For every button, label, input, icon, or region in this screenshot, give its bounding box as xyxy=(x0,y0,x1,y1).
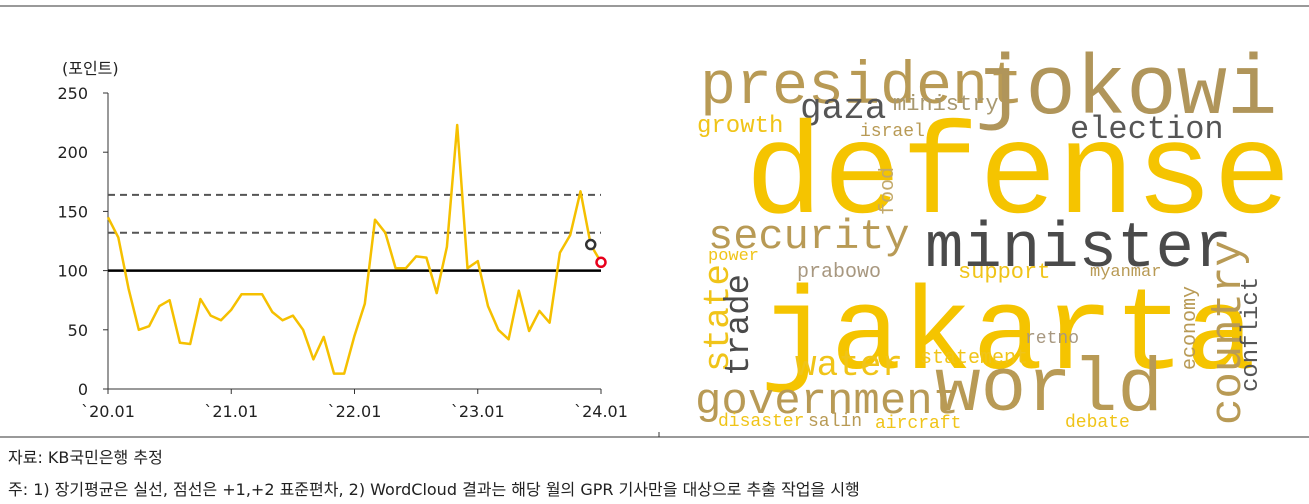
word: conflict xyxy=(1238,277,1265,392)
word: disaster xyxy=(718,412,804,432)
word: defense xyxy=(745,105,1291,252)
word: prabowo xyxy=(797,261,881,284)
word: power xyxy=(708,247,759,266)
highlight-point xyxy=(595,256,607,269)
word: salin xyxy=(808,412,862,432)
word: government xyxy=(695,377,959,427)
word: water xyxy=(795,345,903,386)
word: ministry xyxy=(893,92,999,117)
y-tick-label: 150 xyxy=(57,202,88,221)
word: president xyxy=(700,54,1024,122)
highlight-point xyxy=(584,238,597,251)
word: support xyxy=(958,260,1050,285)
y-axis-label: (포인트) xyxy=(62,59,119,78)
word: growth xyxy=(697,113,783,140)
word: gaza xyxy=(800,88,886,129)
word: security xyxy=(708,213,910,261)
word: trade xyxy=(721,274,759,376)
y-tick-label: 200 xyxy=(57,143,88,162)
word: myanmar xyxy=(1090,263,1161,282)
series-line xyxy=(106,123,603,375)
word: food xyxy=(877,167,900,215)
note: 주: 1) 장기평균은 실선, 점선은 +1,+2 표준편차, 2) WordC… xyxy=(8,480,860,499)
word: election xyxy=(1070,111,1224,148)
y-tick-label: 250 xyxy=(57,84,88,103)
word: jakarta xyxy=(760,271,1256,404)
y-tick-label: 0 xyxy=(78,380,88,399)
source: 자료: KB국민은행 추정 xyxy=(8,448,163,467)
word: jokowi xyxy=(975,44,1277,139)
word: world xyxy=(935,347,1163,433)
word: state xyxy=(698,264,739,372)
word: aircraft xyxy=(875,414,961,434)
x-tick-label: `20.01 xyxy=(81,402,135,421)
word: statement xyxy=(920,347,1028,370)
y-tick-label: 50 xyxy=(68,321,88,340)
word: economy xyxy=(1179,286,1202,370)
x-tick-label: `24.01 xyxy=(574,402,628,421)
word: israel xyxy=(860,122,925,142)
x-tick-label: `22.01 xyxy=(328,402,382,421)
x-tick-label: `21.01 xyxy=(204,402,258,421)
word: debate xyxy=(1065,413,1130,433)
word: country xyxy=(1204,240,1254,425)
y-tick-label: 100 xyxy=(57,262,88,281)
word: retno xyxy=(1025,329,1079,349)
word: minister xyxy=(925,214,1232,286)
x-tick-label: `23.01 xyxy=(451,402,505,421)
